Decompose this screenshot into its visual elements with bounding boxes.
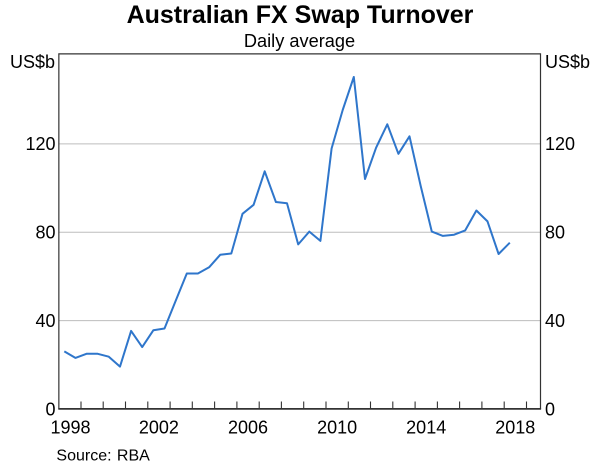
svg-text:120: 120 — [545, 134, 575, 154]
svg-text:Daily average: Daily average — [244, 31, 355, 51]
svg-text:0: 0 — [45, 400, 55, 420]
svg-text:2006: 2006 — [228, 418, 268, 438]
svg-text:40: 40 — [545, 311, 565, 331]
svg-text:0: 0 — [545, 400, 555, 420]
svg-text:2010: 2010 — [317, 418, 357, 438]
svg-text:US$b: US$b — [10, 52, 55, 72]
svg-text:40: 40 — [35, 311, 55, 331]
svg-text:Australian FX Swap Turnover: Australian FX Swap Turnover — [127, 1, 474, 29]
svg-text:1998: 1998 — [50, 418, 90, 438]
svg-text:80: 80 — [545, 222, 565, 242]
svg-text:120: 120 — [25, 134, 55, 154]
svg-text:2014: 2014 — [406, 418, 446, 438]
svg-text:RBA: RBA — [117, 448, 150, 465]
svg-text:2018: 2018 — [495, 418, 535, 438]
svg-text:Source:: Source: — [56, 448, 111, 465]
svg-text:US$b: US$b — [545, 52, 590, 72]
svg-text:80: 80 — [35, 222, 55, 242]
svg-text:2002: 2002 — [139, 418, 179, 438]
